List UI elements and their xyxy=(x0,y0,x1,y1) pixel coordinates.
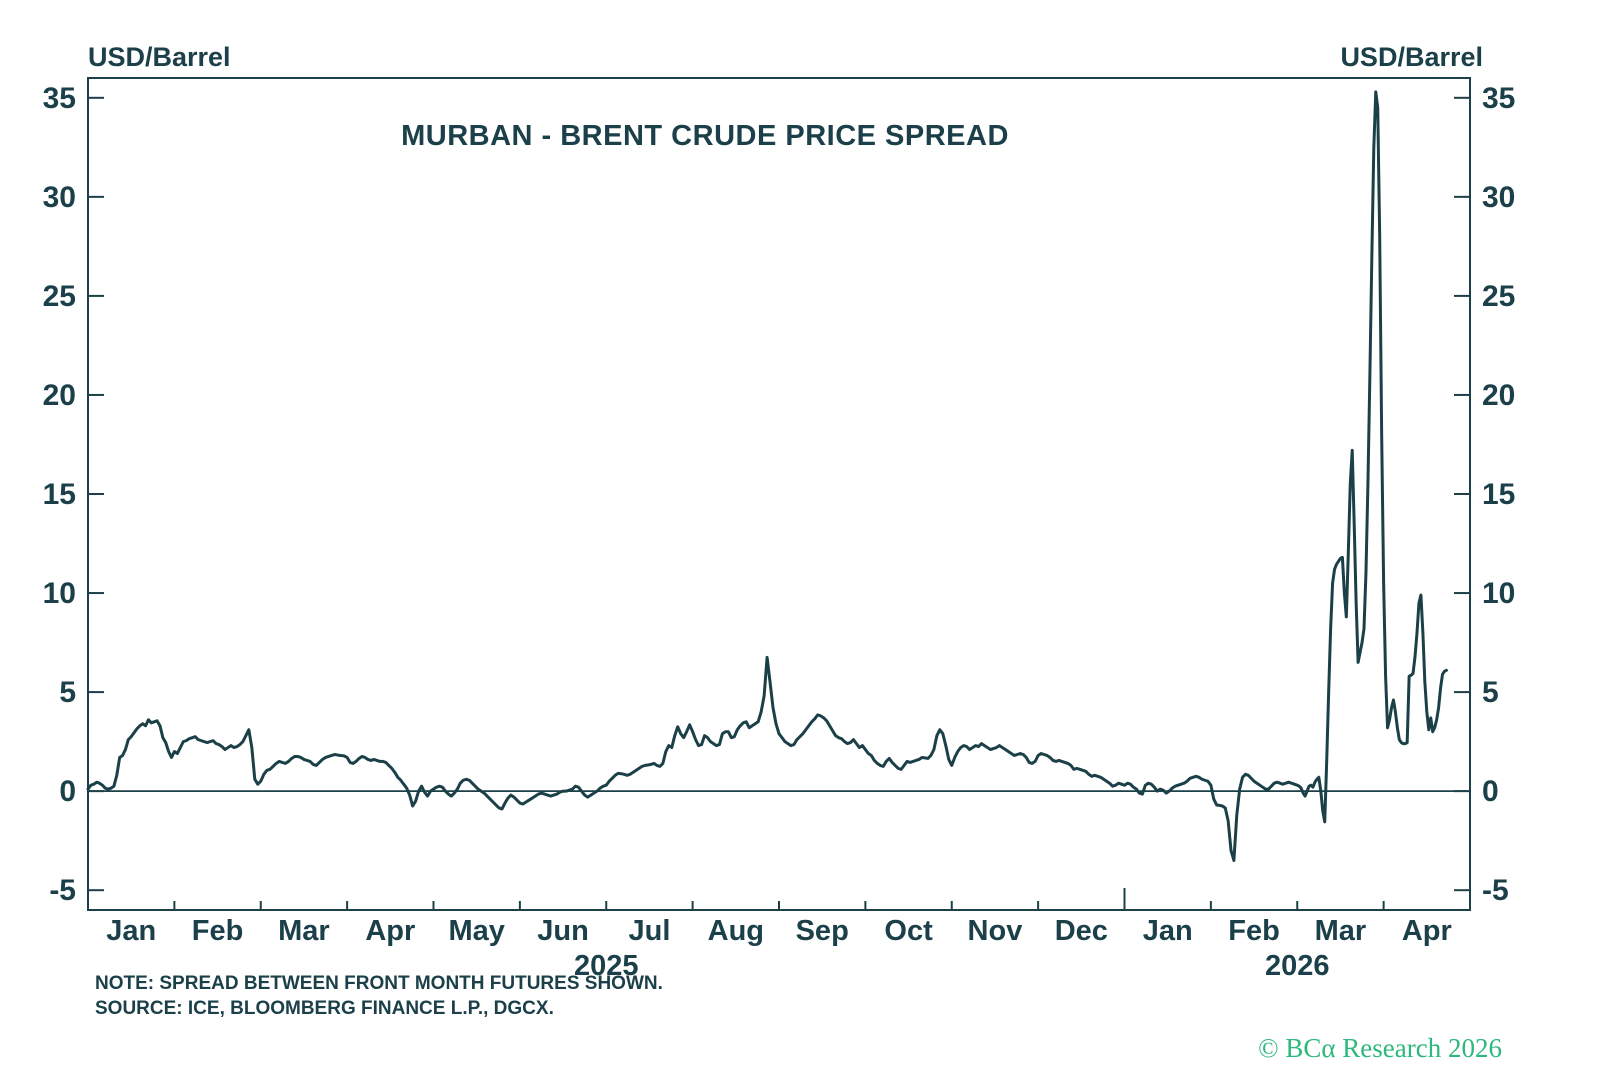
source-text: SOURCE: ICE, BLOOMBERG FINANCE L.P., DGC… xyxy=(95,998,554,1019)
bca-research-logo: © BCα Research 2026 xyxy=(1258,1033,1502,1063)
month-label: Apr xyxy=(1402,915,1452,947)
month-label: Jun xyxy=(537,915,589,947)
y-tick-label-right: 20 xyxy=(1482,379,1515,412)
month-label: Feb xyxy=(1228,915,1280,947)
y-axis-unit-label-right: USD/Barrel xyxy=(1340,42,1483,72)
month-label: Aug xyxy=(708,915,764,947)
y-tick-label-right: 35 xyxy=(1482,82,1515,115)
month-label: Oct xyxy=(884,915,933,947)
y-tick-label-right: 30 xyxy=(1482,181,1515,214)
footnote-block: NOTE: SPREAD BETWEEN FRONT MONTH FUTURES… xyxy=(95,971,663,1021)
y-tick-label-left: 5 xyxy=(59,676,76,709)
y-tick-label-left: -5 xyxy=(49,874,76,907)
y-axis-unit-label-left: USD/Barrel xyxy=(88,42,231,72)
y-tick-label-left: 10 xyxy=(43,577,76,610)
y-tick-label-left: 15 xyxy=(43,478,76,511)
plot-border xyxy=(87,77,1471,911)
month-label: Jan xyxy=(1143,915,1193,947)
month-label: Sep xyxy=(796,915,849,947)
y-tick-label-right: -5 xyxy=(1482,874,1509,907)
note-text: NOTE: SPREAD BETWEEN FRONT MONTH FUTURES… xyxy=(95,973,663,994)
month-label: Mar xyxy=(1315,915,1367,947)
month-label: Nov xyxy=(968,915,1023,947)
series-line xyxy=(86,90,1448,862)
y-tick-label-left: 0 xyxy=(59,775,76,808)
y-tick-label-right: 15 xyxy=(1482,478,1515,511)
y-tick-label-left: 25 xyxy=(43,280,76,313)
month-label: Jul xyxy=(628,915,670,947)
y-tick-label-left: 30 xyxy=(43,181,76,214)
chart-title: MURBAN - BRENT CRUDE PRICE SPREAD xyxy=(401,120,1009,152)
y-tick-label-right: 25 xyxy=(1482,280,1515,313)
month-label: Mar xyxy=(278,915,330,947)
y-tick-label-right: 5 xyxy=(1482,676,1499,709)
month-label: Feb xyxy=(192,915,244,947)
y-tick-label-right: 0 xyxy=(1482,775,1499,808)
y-tick-label-left: 35 xyxy=(43,82,76,115)
year-label: 2026 xyxy=(1265,950,1330,982)
month-label: Jan xyxy=(106,915,156,947)
year-label: 2025 xyxy=(574,950,639,982)
month-label: Apr xyxy=(365,915,415,947)
y-tick-label-left: 20 xyxy=(43,379,76,412)
month-label: Dec xyxy=(1055,915,1108,947)
y-tick-label-right: 10 xyxy=(1482,577,1515,610)
month-label: May xyxy=(448,915,504,947)
